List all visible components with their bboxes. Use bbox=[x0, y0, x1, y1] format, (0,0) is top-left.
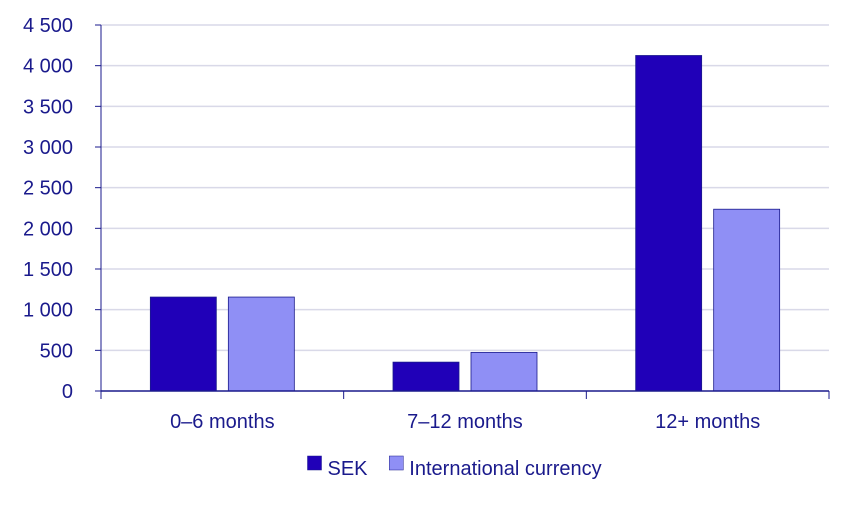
legend-label: International currency bbox=[409, 458, 601, 480]
x-category-label: 7–12 months bbox=[407, 411, 523, 433]
gridlines bbox=[101, 24, 829, 352]
legend-swatch bbox=[307, 455, 322, 471]
y-tick-label: 2 000 bbox=[23, 218, 73, 240]
y-tick-label: 3 000 bbox=[23, 137, 73, 159]
y-tick-label: 2 500 bbox=[23, 178, 73, 200]
y-tick-label: 500 bbox=[40, 340, 73, 362]
legend: SEK International currency bbox=[307, 455, 602, 480]
x-category-label: 0–6 months bbox=[170, 411, 275, 433]
x-category-label: 12+ months bbox=[655, 411, 760, 433]
bar-sek-3 bbox=[635, 55, 703, 392]
legend-label: SEK bbox=[328, 458, 369, 480]
bars bbox=[149, 55, 781, 392]
x-axis-category-labels: 0–6 months 7–12 months 12+ months bbox=[170, 411, 760, 433]
y-tick-label: 1 000 bbox=[23, 300, 73, 322]
y-tick-label: 3 500 bbox=[23, 96, 73, 118]
axes bbox=[95, 24, 830, 399]
bar-international-currency-1 bbox=[227, 296, 295, 392]
y-tick-label: 0 bbox=[62, 381, 73, 403]
bar-international-currency-2 bbox=[470, 351, 538, 392]
bar-international-currency-3 bbox=[713, 208, 781, 392]
legend-swatch bbox=[389, 455, 404, 471]
y-axis-tick-labels: 0 500 1 000 1 500 2 000 2 500 3 000 3 500 4 000 4… bbox=[23, 15, 73, 403]
y-tick-label: 4 500 bbox=[23, 15, 73, 37]
y-tick-label: 4 000 bbox=[23, 56, 73, 78]
bar-sek-2 bbox=[392, 361, 460, 392]
y-tick-label: 1 500 bbox=[23, 259, 73, 281]
bar-sek-1 bbox=[149, 296, 217, 392]
